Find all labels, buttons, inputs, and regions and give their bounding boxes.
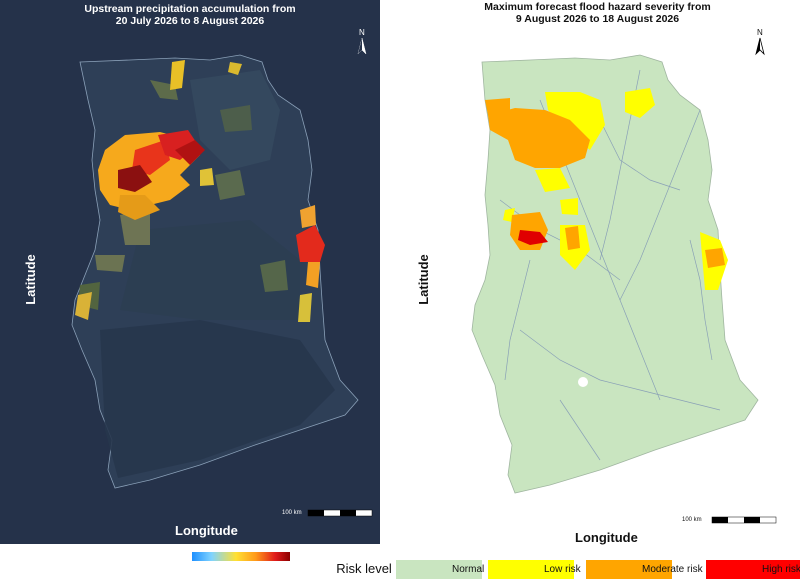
left-north-label: N (359, 28, 365, 37)
legend-label-normal: Normal (452, 564, 485, 575)
left-title-line2: 20 July 2026 to 8 August 2026 (115, 15, 265, 27)
legend-label-low-risk: Low risk (544, 564, 581, 575)
left-scale-bar (307, 509, 373, 517)
left-x-axis-label: Longitude (175, 523, 238, 538)
colorbar-tick: 25 (194, 566, 206, 577)
left-district-olive-7 (95, 255, 125, 272)
left-district-middle (120, 220, 300, 320)
legend-swatch-low-risk (488, 560, 574, 579)
left-precip-orange-east (300, 205, 316, 228)
right-rivers (499, 69, 721, 461)
right-scale-label: 100 km (682, 517, 702, 523)
left-scale-label: 100 km (282, 510, 302, 516)
legend-swatch-moderate-risk (586, 560, 672, 579)
right-low-risk-1 (545, 92, 605, 150)
right-map-title: Maximum forecast flood hazard severity f… (395, 1, 800, 25)
precip-colorbar (192, 552, 290, 564)
right-country-map (471, 54, 759, 494)
left-district-olive-3 (215, 170, 245, 200)
left-district-olive-2 (120, 210, 150, 245)
right-lake (578, 377, 588, 387)
legend-swatch-high-risk (706, 560, 800, 579)
right-moderate-risk-5 (485, 98, 510, 115)
left-map-title: Upstream precipitation accumulation from… (0, 3, 380, 27)
legend-label-high-risk: High risk (762, 564, 800, 575)
right-title-line1: Maximum forecast flood hazard severity f… (484, 1, 711, 13)
left-precip-orange-east-2 (306, 262, 320, 288)
left-precip-orange-2 (118, 195, 160, 220)
right-y-axis-label: Latitude (415, 254, 431, 305)
right-moderate-risk-4 (705, 248, 725, 268)
left-precip-red-1 (132, 140, 170, 175)
left-precip-darkred (118, 165, 152, 192)
right-scale-bar (711, 516, 777, 524)
left-y-axis-label: Latitude (22, 254, 38, 305)
right-x-axis-label: Longitude (575, 530, 638, 545)
right-low-risk-4 (560, 198, 578, 215)
left-precip-red-east (296, 225, 325, 262)
colorbar-tick: 75 (238, 566, 250, 577)
colorbar-tick: 50 (216, 566, 228, 577)
legend-swatch-normal (396, 560, 482, 579)
right-moderate-risk-3 (565, 226, 580, 250)
legend-label-moderate-risk: Moderate risk (642, 564, 703, 575)
left-title-line1: Upstream precipitation accumulation from (84, 3, 296, 15)
legend-title: Risk level (334, 558, 394, 580)
right-low-risk-3 (535, 168, 570, 192)
left-district-olive-6 (220, 105, 252, 132)
colorbar-tick: 125 (278, 566, 295, 577)
left-precip-yellow-mid (200, 168, 214, 186)
right-moderate-risk-1 (488, 108, 590, 168)
right-high-risk-1 (518, 230, 548, 245)
left-district-olive-4 (260, 260, 288, 292)
right-title-line2: 9 August 2026 to 18 August 2026 (515, 13, 680, 25)
left-precip-yellow-north-2 (228, 62, 242, 75)
right-north-label: N (757, 28, 763, 37)
colorbar-tick: 100 (256, 566, 273, 577)
left-country-map (71, 54, 359, 489)
colorbar-label: prcp [mm] (128, 560, 177, 572)
left-precip-yellow-north (170, 60, 185, 90)
left-north-arrow (357, 37, 367, 55)
left-precip-yellow-east (298, 293, 312, 322)
right-north-arrow (755, 37, 765, 56)
left-precip-yellow-west (75, 292, 92, 320)
right-low-risk-2 (625, 88, 655, 118)
left-precip-red-3 (175, 140, 205, 165)
left-district-south (100, 320, 335, 478)
